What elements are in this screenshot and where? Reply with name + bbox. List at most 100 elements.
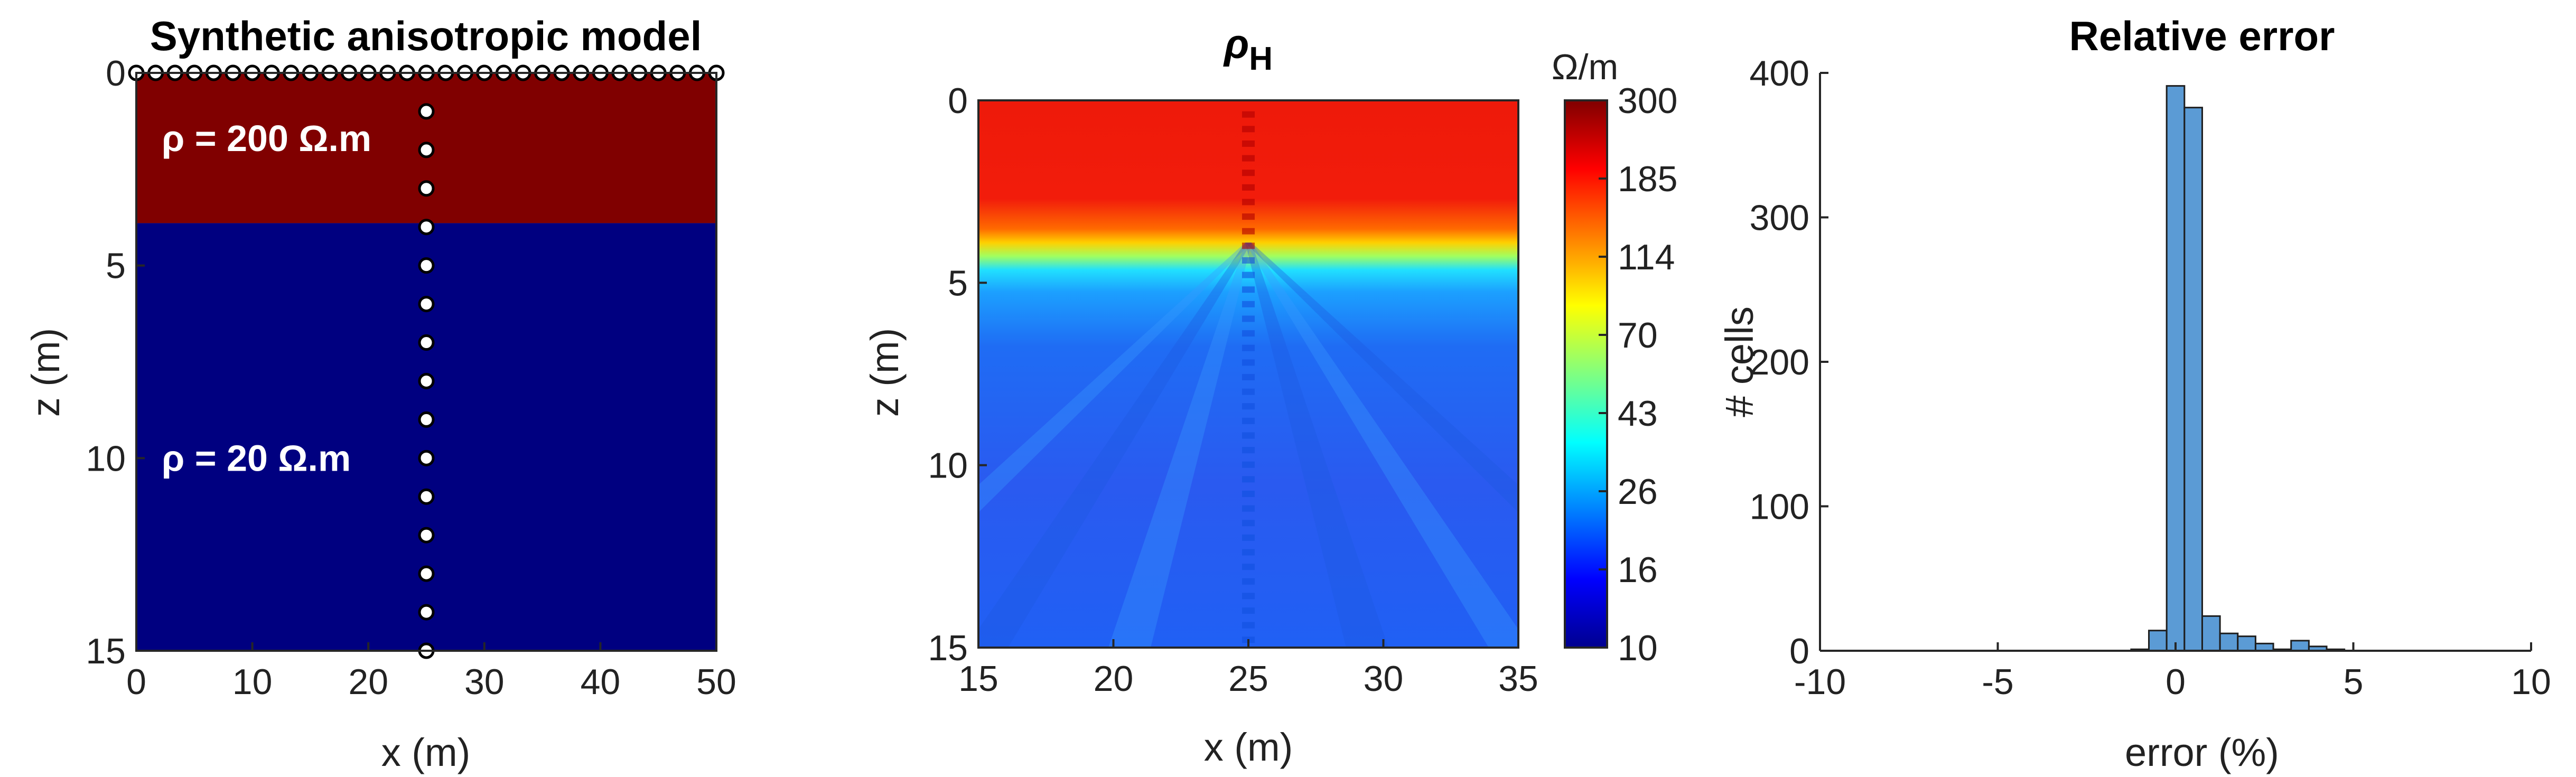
histogram-bar <box>2290 640 2310 652</box>
borehole-electrode <box>418 296 435 313</box>
panel2-title: ρH <box>1223 21 1273 77</box>
borehole-pixel <box>1242 461 1255 468</box>
panel-rho-h: ρH 15 20 25 30 35 0 5 10 15 x (m) z (m) Ω/m 300 1… <box>863 21 1678 769</box>
x-tick-label: 0 <box>2166 662 2186 702</box>
resistivity-ray <box>978 242 1252 648</box>
borehole-electrode <box>418 372 435 389</box>
x-tick-label: 0 <box>126 662 146 702</box>
borehole-pixel <box>1242 403 1255 410</box>
x-tick-label: 30 <box>1364 659 1404 699</box>
borehole-pixel <box>1242 257 1255 264</box>
borehole-electrode <box>418 411 435 428</box>
borehole-pixel <box>1242 330 1255 337</box>
resistivity-ray <box>1245 242 1388 648</box>
borehole-electrode <box>418 334 435 351</box>
borehole-pixel <box>1242 564 1255 570</box>
panel1-axes: 0 10 20 30 40 50 0 5 10 15 <box>86 53 736 702</box>
x-tick-label: 15 <box>958 659 998 699</box>
layer-rect <box>136 223 716 651</box>
colorbar: Ω/m 300 185 114 70 43 26 16 10 <box>1552 47 1678 668</box>
resistivity-ray <box>978 242 1252 513</box>
colorbar-gradient <box>1564 99 1608 649</box>
x-tick-label: -10 <box>1794 662 1846 702</box>
layer-group <box>136 73 716 651</box>
panel2-title-symbol: ρ <box>1223 21 1249 67</box>
x-tick-label: -5 <box>1982 662 2013 702</box>
borehole-pixel <box>1242 549 1255 556</box>
borehole-pixel <box>1242 272 1255 278</box>
borehole-pixel <box>1242 447 1255 454</box>
y-tick-label: 0 <box>1789 631 1809 671</box>
panel-synthetic-model: Synthetic anisotropic model ρ = 200 Ω.mρ… <box>24 13 736 774</box>
y-tick-label: 5 <box>948 263 968 303</box>
histogram-bar <box>2201 615 2221 652</box>
y-tick-label: 15 <box>928 628 968 668</box>
histogram-bar <box>2254 642 2274 652</box>
x-tick-label: 10 <box>2511 662 2551 702</box>
colorbar-tick-label: 16 <box>1618 550 1658 590</box>
y-tick-label: 0 <box>948 81 968 121</box>
borehole-pixel <box>1242 228 1255 235</box>
borehole-pixel <box>1242 622 1255 629</box>
panel3-title: Relative error <box>2069 13 2335 59</box>
borehole-pixel <box>1242 593 1255 600</box>
borehole-pixel <box>1242 301 1255 307</box>
x-tick-label: 10 <box>232 662 273 702</box>
colorbar-tick-label: 114 <box>1618 237 1675 277</box>
borehole-pixel <box>1242 184 1255 191</box>
panel1-title: Synthetic anisotropic model <box>150 13 702 59</box>
x-tick-label: 50 <box>696 662 736 702</box>
panel3-ylabel: # cells <box>1718 306 1761 417</box>
y-tick-label: 15 <box>86 631 126 671</box>
borehole-pixel <box>1242 432 1255 439</box>
borehole-electrode <box>418 103 435 120</box>
panel2-ylabel: z (m) <box>863 328 907 417</box>
borehole-pixel <box>1242 315 1255 322</box>
borehole-pixel <box>1242 520 1255 527</box>
borehole-pixel <box>1242 491 1255 498</box>
resistivity-ray <box>1245 242 1518 648</box>
borehole-pixel <box>1242 126 1255 133</box>
colorbar-label: Ω/m <box>1552 47 1618 87</box>
histogram-bars <box>2130 85 2346 652</box>
borehole-pixel <box>1242 286 1255 293</box>
y-tick-label: 300 <box>1750 198 1809 238</box>
borehole-pixel <box>1242 505 1255 512</box>
borehole-electrode <box>418 450 435 466</box>
panel3-xlabel: error (%) <box>2125 731 2279 774</box>
borehole-pixel <box>1242 170 1255 176</box>
borehole-pixel <box>1242 359 1255 366</box>
colorbar-tick-label: 10 <box>1618 628 1658 668</box>
layer-labels: ρ = 200 Ω.m ρ = 20 Ω.m <box>162 118 371 479</box>
y-tick-label: 100 <box>1750 487 1809 527</box>
colorbar-tick-label: 185 <box>1618 159 1677 199</box>
borehole-electrode <box>418 180 435 197</box>
histogram-bar <box>2148 630 2168 652</box>
x-tick-label: 20 <box>1094 659 1134 699</box>
borehole-pixel <box>1242 140 1255 147</box>
borehole-pixel <box>1242 578 1255 585</box>
borehole-pixel <box>1242 417 1255 424</box>
colorbar-tick-label: 26 <box>1618 472 1658 512</box>
y-tick-label: 200 <box>1750 342 1809 382</box>
x-tick-label: 5 <box>2344 662 2364 702</box>
y-tick-label: 10 <box>928 446 968 486</box>
borehole-electrode <box>418 604 435 621</box>
axes-box <box>135 72 717 652</box>
panel2-title-subscript: H <box>1249 41 1273 77</box>
borehole-pixel <box>1242 111 1255 118</box>
colorbar-ticks: 300 185 114 70 43 26 16 10 <box>1599 81 1677 668</box>
borehole-electrode <box>418 219 435 236</box>
borehole-pixel <box>1242 476 1255 483</box>
y-tick-label: 400 <box>1750 53 1809 93</box>
colorbar-tick-label: 70 <box>1618 315 1658 355</box>
layer-label: ρ = 200 Ω.m <box>162 118 371 159</box>
y-tick-label: 5 <box>106 246 126 286</box>
histogram-bar <box>2219 632 2239 652</box>
panel2-xlabel: x (m) <box>1204 725 1293 769</box>
x-tick-label: 35 <box>1498 659 1538 699</box>
layer-label: ρ = 20 Ω.m <box>162 437 351 479</box>
